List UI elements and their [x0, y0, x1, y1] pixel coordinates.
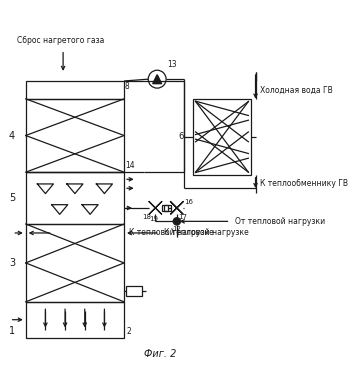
Text: 3: 3 [9, 258, 15, 268]
Text: От тепловой нагрузки: От тепловой нагрузки [235, 217, 325, 226]
Text: 5: 5 [9, 193, 15, 203]
Bar [162, 205, 168, 211]
Text: К тепловой нагрузке: К тепловой нагрузке [129, 229, 213, 237]
Bar [26, 99, 124, 172]
Bar [126, 286, 142, 296]
Text: 16: 16 [184, 199, 193, 205]
Bar [164, 205, 171, 211]
Text: 17: 17 [179, 214, 188, 219]
Text: К тепловой нагрузке: К тепловой нагрузке [164, 229, 249, 237]
Text: 19: 19 [149, 216, 158, 222]
Text: Холодная вода ГВ: Холодная вода ГВ [260, 85, 333, 94]
Text: 1: 1 [9, 326, 15, 336]
Polygon shape [153, 75, 162, 84]
Text: 4: 4 [9, 131, 15, 141]
Text: Фиг. 2: Фиг. 2 [144, 349, 176, 359]
Text: 8: 8 [125, 82, 130, 91]
Bar [193, 99, 251, 175]
Text: 13: 13 [167, 60, 177, 69]
Text: 2: 2 [127, 327, 131, 336]
Text: 6: 6 [179, 132, 184, 141]
Bar [26, 302, 124, 338]
Circle shape [173, 218, 180, 225]
Bar [26, 224, 124, 302]
Bar [26, 81, 124, 99]
Text: К теплообменнику ГВ: К теплообменнику ГВ [260, 179, 348, 188]
Text: Сброс нагретого газа: Сброс нагретого газа [17, 36, 104, 45]
Bar [26, 172, 124, 224]
Text: 18: 18 [142, 214, 151, 219]
Text: 12: 12 [172, 226, 181, 232]
Text: 14: 14 [125, 162, 135, 170]
